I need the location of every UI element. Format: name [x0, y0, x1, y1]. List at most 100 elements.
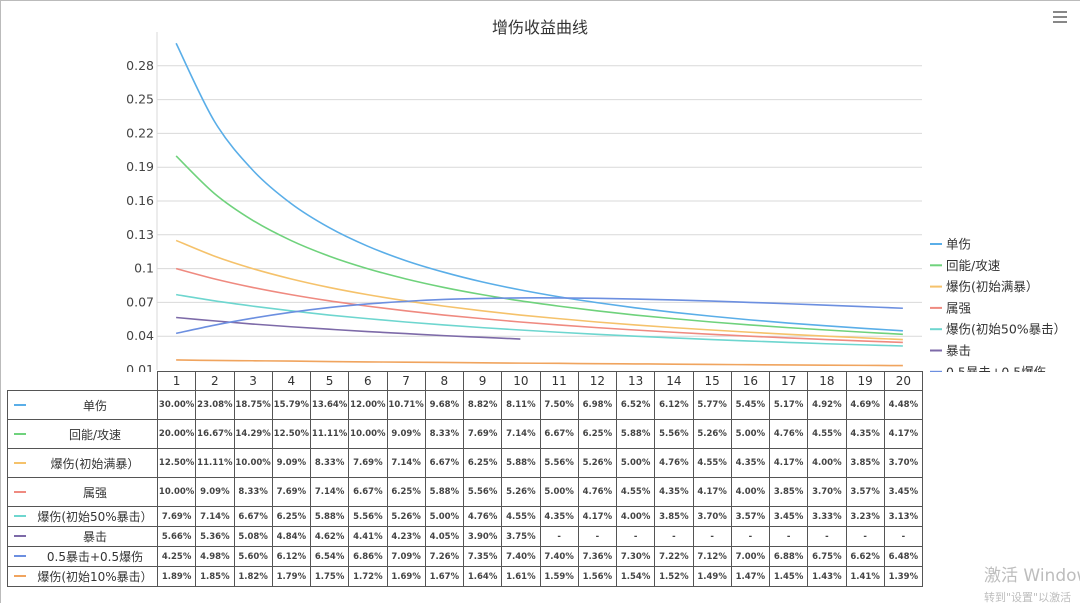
- x-tick-label: 5: [309, 371, 350, 391]
- x-tick-label: 14: [654, 371, 694, 391]
- data-cell: 4.55%: [615, 477, 656, 507]
- y-tick-label: 0.13: [126, 227, 154, 242]
- data-cell: 6.52%: [615, 390, 656, 420]
- data-cell: 1.72%: [348, 566, 388, 587]
- data-cell: 5.56%: [462, 477, 503, 507]
- x-tick-label: 4: [271, 371, 312, 391]
- data-cell: 10.71%: [386, 390, 426, 420]
- data-cell: 1.52%: [654, 566, 694, 587]
- data-cell: 10.00%: [348, 419, 388, 449]
- series-line: [175, 155, 903, 336]
- data-cell: 4.17%: [768, 448, 809, 478]
- data-cell: 14.29%: [233, 419, 273, 449]
- data-cell: 5.00%: [539, 477, 579, 507]
- data-table: 1 2 3 4 5 6 7 8 9 10 11 12 13 14 15 16 17 18 19 20 单伤 30.00%…: [7, 371, 924, 587]
- data-cell: 4.92%: [807, 390, 847, 420]
- x-tick-label: 8: [424, 371, 465, 391]
- data-cell: 7.69%: [156, 506, 197, 527]
- y-tick-label: 0.22: [126, 125, 154, 140]
- data-cell: 1.82%: [233, 566, 273, 587]
- data-cell: 4.62%: [309, 526, 350, 547]
- legend-item: 暴击: [946, 343, 971, 358]
- data-cell: 5.56%: [654, 419, 694, 449]
- data-cell: 15.79%: [271, 390, 312, 420]
- x-tick-label: 17: [768, 371, 809, 391]
- data-cell: 5.26%: [501, 477, 541, 507]
- data-cell: 6.86%: [348, 546, 388, 567]
- data-cell: 3.13%: [883, 506, 924, 527]
- data-cell: 5.88%: [615, 419, 656, 449]
- row-name: 单伤: [82, 398, 107, 413]
- row-label: 单伤: [7, 390, 158, 420]
- data-cell: 4.69%: [845, 390, 885, 420]
- data-cell: 4.84%: [271, 526, 312, 547]
- y-tick-label: 0.01: [126, 362, 154, 372]
- data-cell: 8.33%: [424, 419, 465, 449]
- data-cell: 4.00%: [615, 506, 656, 527]
- y-axis-ticks: 0.01 0.04 0.07 0.1 0.13 0.16 0.19 0.22 0.25 0.28: [126, 58, 154, 372]
- data-cell: 5.56%: [348, 506, 388, 527]
- data-cell: 7.30%: [615, 546, 656, 567]
- data-cell: -: [883, 526, 924, 547]
- data-cell: 3.70%: [807, 477, 847, 507]
- table-row: 爆伤(初始满暴） 12.50% 11.11% 10.00% 9.09% 8.33% 7.69…: [7, 448, 924, 478]
- series-line: [176, 316, 521, 340]
- y-tick-label: 0.28: [126, 58, 154, 73]
- data-cell: 7.14%: [501, 419, 541, 449]
- data-cell: 6.75%: [807, 546, 847, 567]
- data-cell: 4.35%: [845, 419, 885, 449]
- data-cell: 5.26%: [692, 419, 732, 449]
- table-row: 暴击 5.66% 5.36% 5.08% 4.84% 4.62% 4.41% 4.23% 4.0…: [7, 526, 924, 547]
- data-cell: 6.98%: [577, 390, 618, 420]
- data-cell: 3.70%: [692, 506, 732, 527]
- data-cell: 1.85%: [195, 566, 235, 587]
- data-cell: -: [654, 526, 694, 547]
- data-cell: 1.61%: [501, 566, 541, 587]
- data-cell: 4.76%: [462, 506, 503, 527]
- row-label: 属强: [7, 477, 158, 507]
- data-cell: 1.59%: [539, 566, 579, 587]
- table-row: 单伤 30.00% 23.08% 18.75% 15.79% 13.64% 12.00% 10…: [7, 390, 924, 420]
- data-cell: 5.36%: [195, 526, 235, 547]
- data-cell: 7.09%: [386, 546, 426, 567]
- data-cell: 9.09%: [271, 448, 312, 478]
- row-label: 0.5暴击+0.5爆伤: [7, 546, 158, 567]
- data-cell: 6.54%: [309, 546, 350, 567]
- x-tick-label: 6: [348, 371, 388, 391]
- data-cell: 7.26%: [424, 546, 465, 567]
- data-cell: 3.23%: [845, 506, 885, 527]
- data-cell: 6.67%: [348, 477, 388, 507]
- row-swatch: [14, 555, 26, 557]
- data-cell: 1.64%: [462, 566, 503, 587]
- series-line: [176, 359, 903, 367]
- data-cell: 1.39%: [883, 566, 924, 587]
- data-cell: 12.50%: [271, 419, 312, 449]
- data-cell: 1.43%: [807, 566, 847, 587]
- data-cell: 1.45%: [768, 566, 809, 587]
- row-swatch: [14, 461, 26, 464]
- x-tick-label: 12: [577, 371, 618, 391]
- data-cell: 5.00%: [424, 506, 465, 527]
- data-cell: 9.09%: [386, 419, 426, 449]
- data-cell: -: [577, 526, 618, 547]
- x-tick-label: 13: [615, 371, 656, 391]
- data-cell: 1.69%: [386, 566, 426, 587]
- x-tick-label: 20: [883, 371, 924, 391]
- data-cell: 6.48%: [883, 546, 924, 567]
- x-tick-label: 2: [195, 371, 235, 391]
- data-cell: 5.77%: [692, 390, 732, 420]
- data-cell: -: [730, 526, 771, 547]
- data-cell: 1.41%: [845, 566, 885, 587]
- data-cell: 8.33%: [309, 448, 350, 478]
- data-cell: 6.25%: [386, 477, 426, 507]
- data-cell: -: [807, 526, 847, 547]
- table-row: 爆伤(初始50%暴击） 7.69% 7.14% 6.67% 6.25% 5.88% 5.56…: [7, 506, 924, 527]
- data-cell: 4.76%: [768, 419, 809, 449]
- data-cell: 6.67%: [424, 448, 465, 478]
- y-tick-label: 0.04: [126, 328, 154, 343]
- hamburger-menu-icon[interactable]: [1053, 11, 1067, 23]
- data-cell: 9.68%: [424, 390, 465, 420]
- legend-item: 单伤: [946, 237, 971, 252]
- data-cell: 5.88%: [309, 506, 350, 527]
